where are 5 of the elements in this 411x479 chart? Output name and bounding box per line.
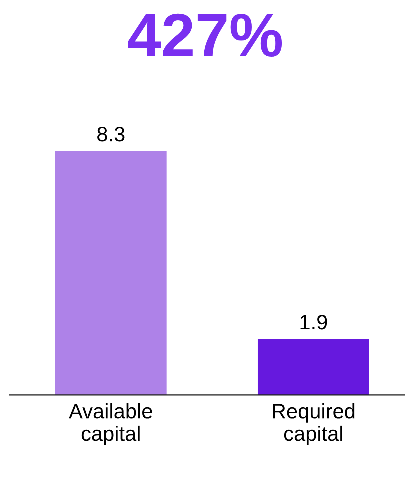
x-tick-label: Required capital (273, 404, 355, 446)
data-label: 1.9 (300, 314, 328, 330)
data-label: 8.3 (98, 127, 125, 142)
x-tick-label: Available capital (69, 404, 152, 446)
chart-title: 427% (128, 14, 282, 57)
